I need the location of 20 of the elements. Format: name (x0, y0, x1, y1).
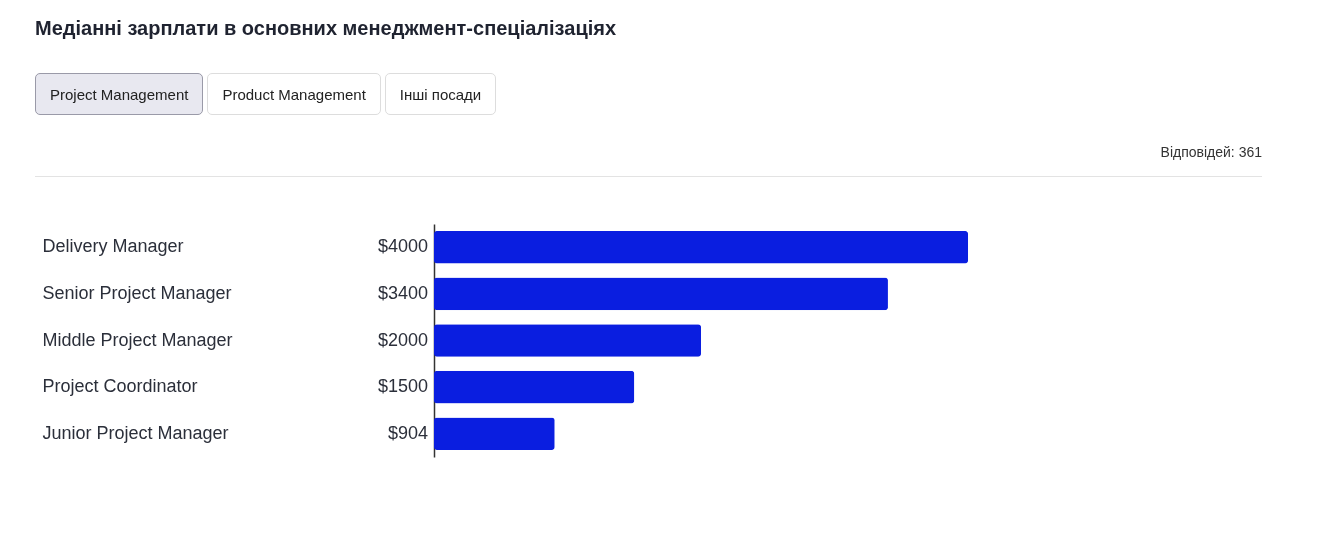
y-tick-label: Middle Project Manager (42, 329, 233, 350)
text: Product Management (207, 73, 381, 115)
chart-title: Медіанні зарплати в основних менеджмент-спеціалізаціях (35, 17, 617, 40)
text: Інші посади (384, 73, 497, 115)
y-tick-label: Project Coordinator (42, 376, 198, 397)
y-tick-label: Junior Project Manager (42, 422, 229, 443)
y-tick-label: Delivery Manager (42, 236, 184, 257)
text: Відповідей: 361 (1160, 144, 1262, 160)
bar (434, 370, 635, 404)
data-label: $2000 (377, 329, 428, 350)
data-label: $4000 (377, 236, 428, 257)
y-tick-label: Senior Project Manager (42, 282, 232, 303)
bar (434, 230, 969, 264)
bar (434, 417, 555, 451)
data-label: $1500 (377, 376, 428, 397)
bar (434, 324, 702, 357)
data-label: $3400 (377, 282, 428, 303)
data-label: $904 (387, 422, 428, 443)
bar (434, 277, 888, 311)
text: Project Management (35, 73, 204, 115)
